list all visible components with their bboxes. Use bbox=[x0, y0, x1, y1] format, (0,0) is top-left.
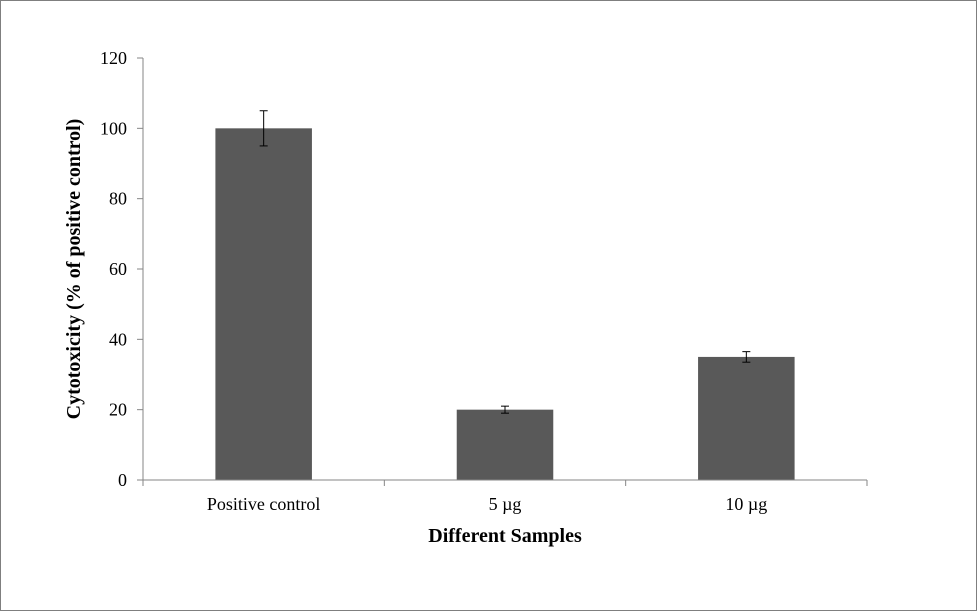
x-tick-label: 5 µg bbox=[489, 494, 522, 514]
x-axis-ticks: Positive control 5 µg 10 µg bbox=[142, 480, 868, 514]
y-tick-label: 80 bbox=[109, 189, 127, 209]
x-tick-label: Positive control bbox=[207, 494, 321, 514]
bar bbox=[456, 409, 554, 480]
error-bars bbox=[259, 110, 751, 414]
y-axis-title: Cytotoxicity (% of positive control) bbox=[63, 119, 85, 420]
y-tick-label: 40 bbox=[109, 329, 127, 349]
bar bbox=[698, 356, 795, 480]
y-tick-label: 100 bbox=[100, 118, 127, 138]
y-tick-label: 60 bbox=[109, 259, 127, 279]
bars bbox=[215, 128, 795, 481]
x-axis-title: Different Samples bbox=[428, 525, 582, 547]
y-tick-label: 0 bbox=[118, 470, 127, 490]
y-tick-label: 120 bbox=[100, 48, 127, 68]
bar bbox=[215, 128, 312, 481]
y-axis-ticks: 0 20 40 60 80 100 120 bbox=[100, 48, 143, 490]
x-tick-label: 10 µg bbox=[725, 494, 767, 514]
y-tick-label: 20 bbox=[109, 400, 127, 420]
